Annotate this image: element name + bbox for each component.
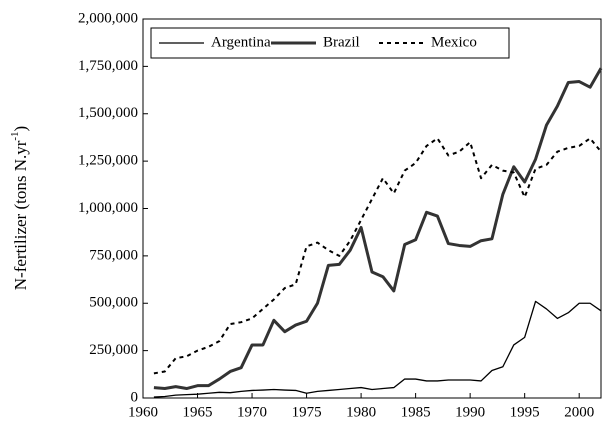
- y-tick-label: 500,000: [89, 295, 138, 311]
- x-tick-label: 1975: [292, 404, 322, 420]
- legend-label: Argentina: [211, 34, 271, 50]
- y-axis-label: N-fertilizer (tons N.yr-1): [9, 126, 30, 290]
- series-line: [153, 67, 603, 391]
- x-tick-label: 2000: [564, 404, 594, 420]
- x-tick-label: 1980: [346, 404, 376, 420]
- x-tick-label: 1970: [237, 404, 267, 420]
- legend-label: Brazil: [323, 34, 360, 50]
- x-tick-label: 1965: [183, 404, 213, 420]
- series-line: [153, 137, 602, 375]
- y-tick-label: 1,750,000: [78, 58, 138, 74]
- x-tick-label: 1990: [455, 404, 485, 420]
- x-tick-label: 1960: [128, 404, 158, 420]
- y-tick-label: 1,000,000: [78, 200, 138, 216]
- plot-frame: [142, 18, 602, 399]
- legend-label: Mexico: [431, 34, 477, 50]
- y-tick-label: 250,000: [89, 342, 138, 358]
- series-line: [153, 300, 602, 398]
- x-tick-label: 1995: [510, 404, 540, 420]
- y-tick-label: 1,500,000: [78, 105, 138, 121]
- legend-box: [150, 27, 510, 59]
- y-tick-label: 0: [131, 389, 139, 405]
- x-tick-label: 1985: [401, 404, 431, 420]
- y-tick-label: 2,000,000: [78, 10, 138, 26]
- y-tick-label: 750,000: [89, 247, 138, 263]
- y-tick-label: 1,250,000: [78, 153, 138, 169]
